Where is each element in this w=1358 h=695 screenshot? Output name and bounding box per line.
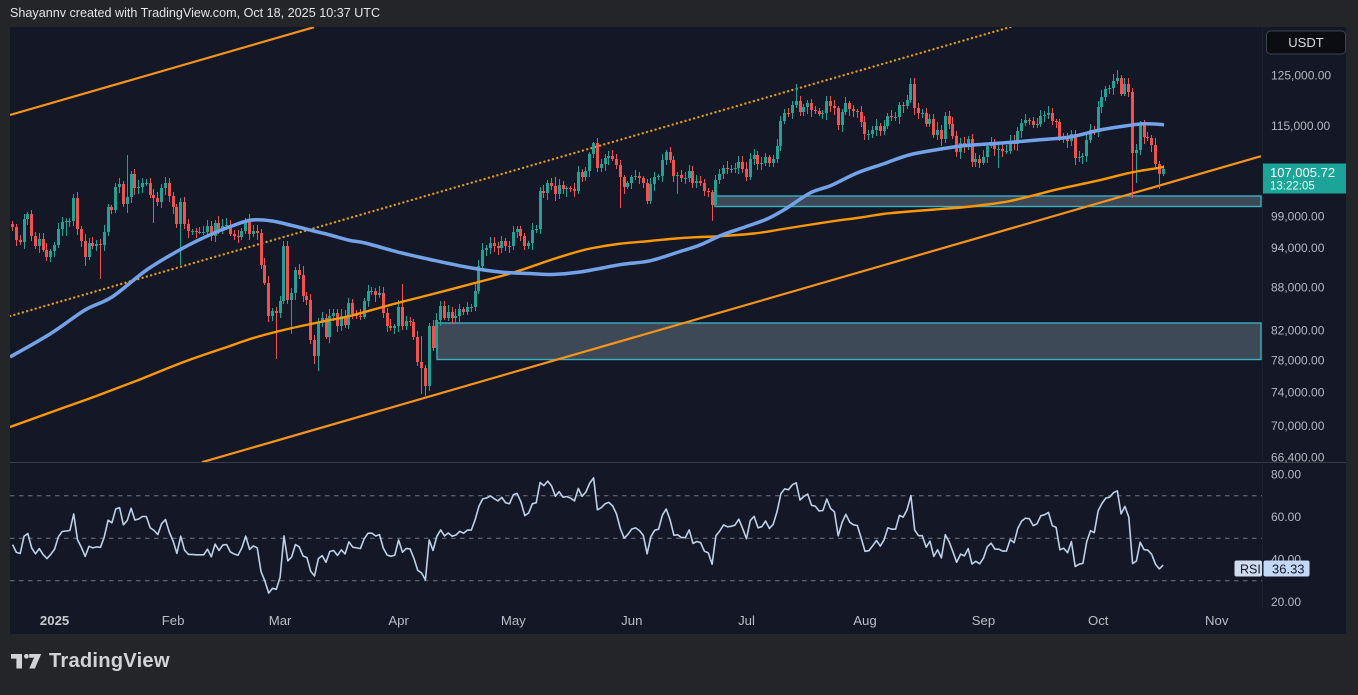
svg-text:78,000.00: 78,000.00 [1271, 354, 1325, 368]
svg-text:USDT: USDT [1288, 35, 1323, 50]
svg-text:125,000.00: 125,000.00 [1271, 69, 1331, 83]
svg-text:Jul: Jul [738, 613, 755, 628]
svg-text:Aug: Aug [853, 613, 876, 628]
svg-text:RSI: RSI [1240, 563, 1261, 577]
svg-text:66,400.00: 66,400.00 [1271, 451, 1325, 465]
svg-text:13:22:05: 13:22:05 [1270, 181, 1315, 193]
svg-text:82,000.00: 82,000.00 [1271, 323, 1325, 337]
svg-text:May: May [501, 613, 526, 628]
svg-text:60.00: 60.00 [1271, 510, 1301, 524]
svg-text:Jun: Jun [621, 613, 642, 628]
svg-text:20.00: 20.00 [1271, 595, 1301, 609]
svg-text:Nov: Nov [1205, 613, 1229, 628]
svg-text:36.33: 36.33 [1272, 562, 1305, 577]
svg-text:2025: 2025 [40, 613, 69, 628]
svg-text:70,000.00: 70,000.00 [1271, 419, 1325, 433]
svg-text:Sep: Sep [972, 613, 995, 628]
svg-text:Mar: Mar [269, 613, 292, 628]
svg-text:94,000.00: 94,000.00 [1271, 241, 1325, 255]
svg-text:80.00: 80.00 [1271, 468, 1301, 482]
svg-text:107,005.72: 107,005.72 [1270, 165, 1335, 180]
svg-text:74,000.00: 74,000.00 [1271, 385, 1325, 399]
svg-text:88,000.00: 88,000.00 [1271, 281, 1325, 295]
svg-text:99,000.00: 99,000.00 [1271, 210, 1325, 224]
svg-text:Oct: Oct [1088, 613, 1109, 628]
svg-text:Apr: Apr [388, 613, 409, 628]
svg-text:115,000.00: 115,000.00 [1271, 119, 1330, 133]
svg-text:Feb: Feb [162, 613, 185, 628]
